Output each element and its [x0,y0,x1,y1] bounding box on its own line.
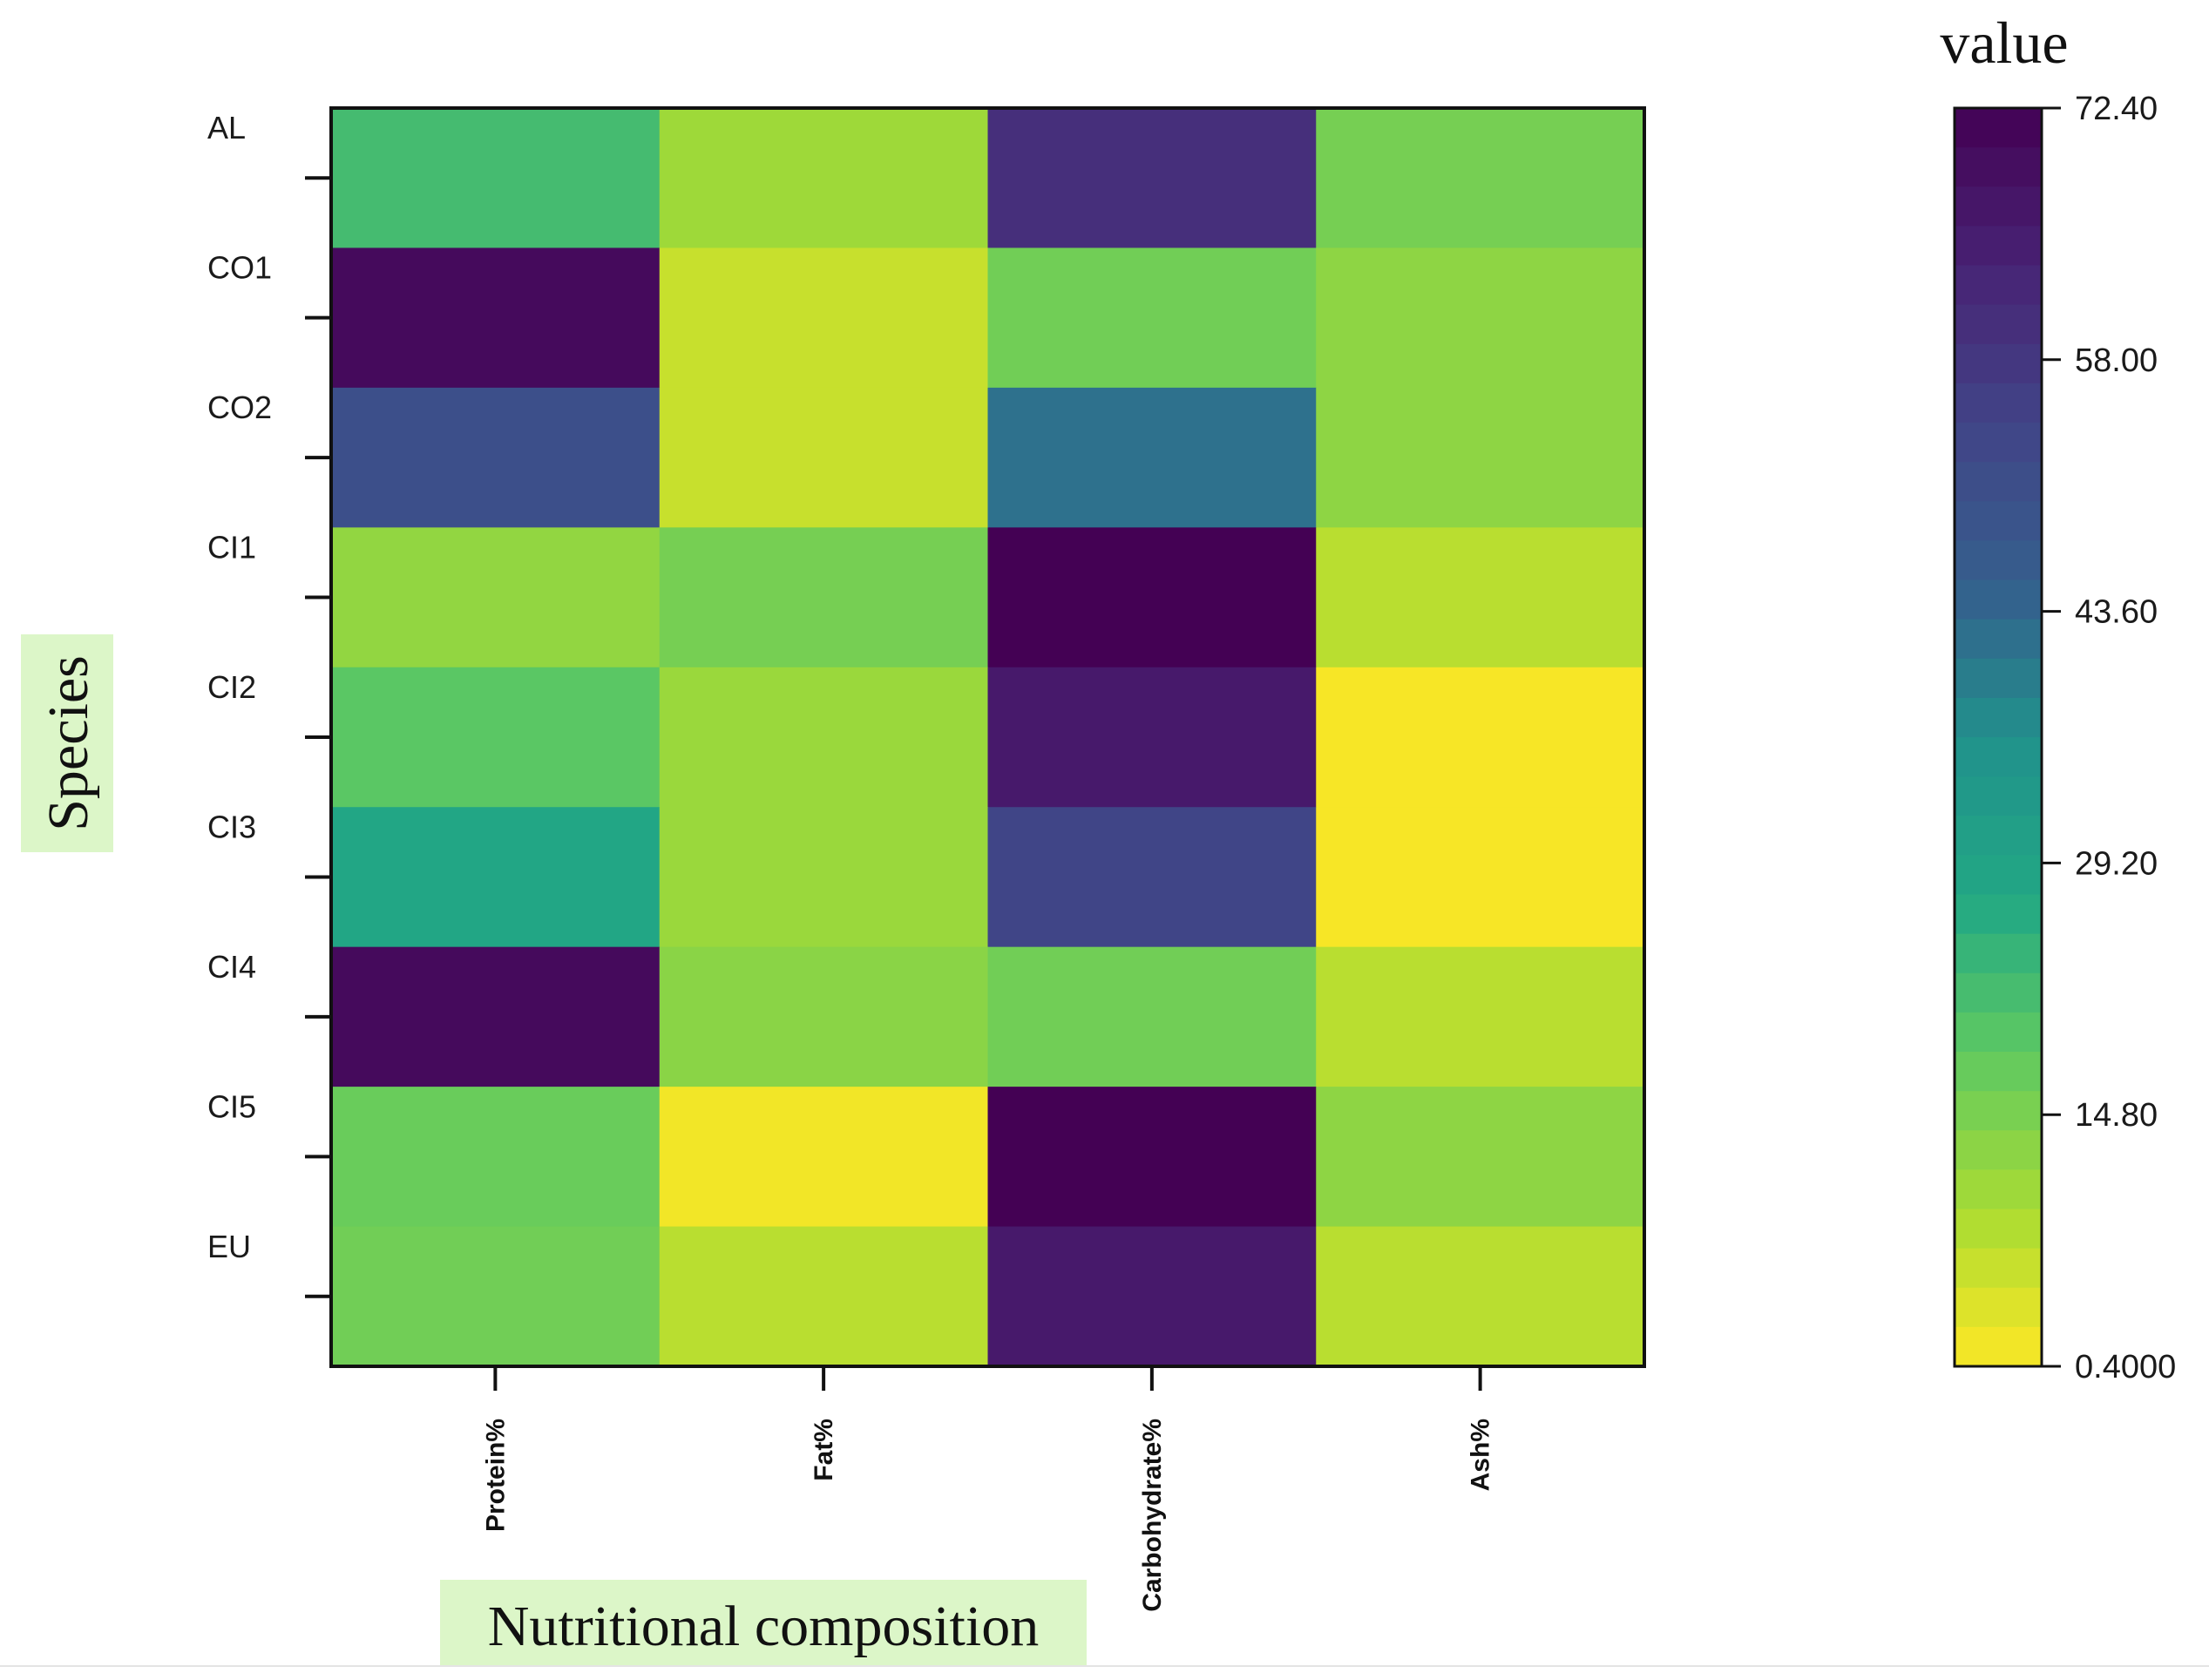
heatmap-cell [659,387,988,528]
colorbar-tick-label: 14.80 [2075,1097,2158,1134]
colorbar-title: value [1940,10,2068,76]
heatmap-cell [987,387,1317,528]
colorbar-segment [1955,186,2042,227]
x-axis: Protein% Fat% Carbohydrate% Ash% [481,1366,1495,1612]
colorbar-tick-label: 43.60 [2075,594,2158,631]
heatmap-cell [987,527,1317,668]
colorbar-segment [1955,619,2042,660]
heatmap-cells [331,108,1645,1367]
heatmap-cell [1316,527,1645,668]
colorbar-segment [1955,501,2042,541]
x-axis-title: Nutritional composition [488,1595,1039,1658]
heatmap-cell [1316,1087,1645,1228]
heatmap-cell [1316,667,1645,808]
y-axis: AL CO1 CO2 CI1 CI2 CI3 CI4 CI5 EU [207,110,331,1298]
colorbar-segment [1955,1169,2042,1210]
heatmap-cell [987,1087,1317,1228]
heatmap-cell [659,108,988,248]
colorbar-segment [1955,933,2042,974]
heatmap-cell [987,946,1317,1087]
x-tick-label: Protein% [481,1419,510,1532]
heatmap-cell [659,247,988,389]
x-tick-label: Fat% [810,1419,838,1481]
colorbar-segment [1955,1012,2042,1053]
heatmap-cell [659,807,988,948]
y-axis-title-highlight [21,634,113,852]
y-axis-title: Species [37,655,100,831]
colorbar-segment [1955,304,2042,345]
colorbar-segment [1955,697,2042,738]
colorbar-segment [1955,776,2042,816]
colorbar-segment [1955,737,2042,777]
colorbar-segment [1955,540,2042,581]
heatmap-cell [1316,247,1645,389]
x-axis-title-highlight [440,1580,1087,1667]
colorbar-segment [1955,658,2042,699]
colorbar-ticks: 72.40 58.00 43.60 29.20 14.80 0.4000 [2042,91,2176,1385]
y-tick-label: AL [207,110,246,146]
heatmap-cell [987,1226,1317,1367]
colorbar-tick-label: 72.40 [2075,91,2158,127]
colorbar-segment [1955,1326,2042,1367]
y-tick-label: CI1 [207,530,256,566]
heatmap-cell [331,387,661,528]
heatmap-cell [1316,108,1645,248]
colorbar-segment [1955,1130,2042,1170]
colorbar-segment [1955,265,2042,306]
heatmap-cell [331,108,661,248]
colorbar-tick-label: 0.4000 [2075,1349,2176,1385]
y-tick-label: CI2 [207,669,256,705]
heatmap-cell [331,527,661,668]
heatmap-cell [659,946,988,1087]
colorbar-segment [1955,1052,2042,1092]
colorbar-segment [1955,226,2042,267]
x-tick-label: Ash% [1467,1419,1495,1491]
colorbar-segment [1955,1287,2042,1328]
heatmap-cell [331,807,661,948]
colorbar [1953,106,2043,1368]
colorbar-segment [1955,1209,2042,1250]
heatmap-cell [1316,807,1645,948]
heatmap-cell [987,667,1317,808]
colorbar-segment [1955,855,2042,896]
colorbar-segment [1955,894,2042,935]
heatmap-cell [659,1087,988,1228]
x-tick-label: Carbohydrate% [1138,1419,1167,1612]
colorbar-segment [1955,816,2042,856]
heatmap-cell [331,1226,661,1367]
colorbar-segment [1955,108,2042,148]
colorbar-segment [1955,147,2042,187]
heatmap-cell [331,1087,661,1228]
y-tick-label: CO2 [207,390,272,425]
colorbar-segment [1955,383,2042,423]
colorbar-tick-label: 29.20 [2075,845,2158,882]
colorbar-segment [1955,462,2042,502]
heatmap-cell [987,247,1317,389]
heatmap-cell [987,108,1317,248]
colorbar-segment [1955,579,2042,620]
y-tick-label: CI4 [207,949,256,985]
heatmap-cell [659,667,988,808]
heatmap-cell [331,247,661,389]
heatmap-cell [1316,387,1645,528]
y-tick-label: CI3 [207,809,256,844]
colorbar-tick-label: 58.00 [2075,342,2158,379]
y-tick-label: CI5 [207,1088,256,1124]
heatmap-cell [331,946,661,1087]
heatmap-cell [331,667,661,808]
y-tick-label: EU [207,1229,251,1264]
colorbar-segment [1955,972,2042,1013]
heatmap-cell [1316,1226,1645,1367]
colorbar-segment [1955,1248,2042,1289]
heatmap-cell [1316,946,1645,1087]
colorbar-segment [1955,1091,2042,1131]
heatmap-cell [659,1226,988,1367]
heatmap-cell [987,807,1317,948]
colorbar-segment [1955,343,2042,384]
y-tick-label: CO1 [207,250,272,286]
colorbar-segment [1955,423,2042,463]
colorbar-frame [1953,106,2043,1368]
heatmap-cell [659,527,988,668]
